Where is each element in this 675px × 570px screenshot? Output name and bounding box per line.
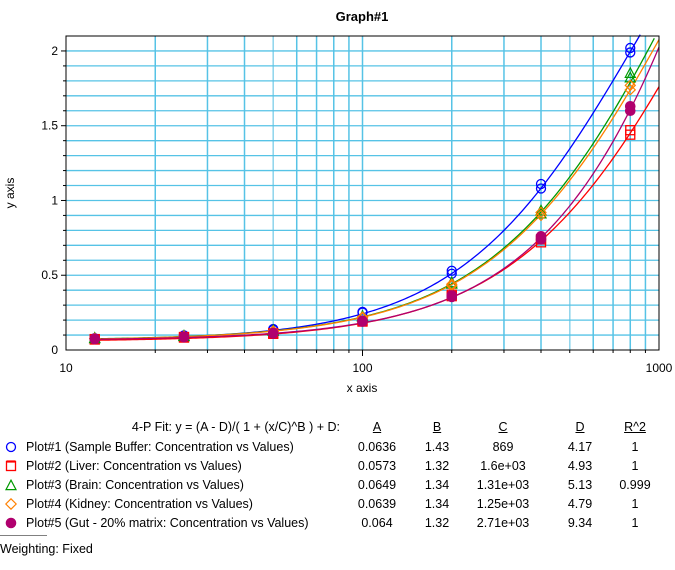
legend-label: Plot#5 (Gut - 20% matrix: Concentration … — [26, 516, 309, 530]
x-tick-label: 100 — [352, 361, 372, 375]
x-axis-label: x axis — [347, 381, 378, 395]
grid — [66, 36, 659, 350]
data-point — [446, 290, 458, 301]
value-d: 4.93 — [567, 459, 593, 473]
legend-label: Plot#1 (Sample Buffer: Concentration vs … — [26, 440, 294, 454]
y-tick-label: 0.5 — [41, 268, 58, 282]
value-b: 1.32 — [424, 459, 450, 473]
data-point — [535, 231, 547, 242]
open-square-icon — [5, 460, 17, 472]
filled-circle-icon — [5, 517, 17, 529]
open-diamond-icon — [5, 498, 17, 510]
value-c: 1.31e+03 — [476, 478, 530, 492]
value-r2: 1 — [631, 459, 639, 473]
header-b: B — [432, 420, 442, 434]
fit-curve — [94, 39, 660, 340]
value-a: 0.0639 — [357, 497, 397, 511]
data-point — [625, 42, 636, 54]
y-axis-label: y axis — [3, 178, 17, 209]
value-a: 0.0636 — [357, 440, 397, 454]
x-tick-label: 1000 — [646, 361, 673, 375]
value-b: 1.43 — [424, 440, 450, 454]
value-r2: 1 — [631, 497, 639, 511]
data-point — [535, 178, 547, 190]
value-b: 1.32 — [424, 516, 450, 530]
value-c: 2.71e+03 — [476, 516, 530, 530]
legend-header: 4-P Fit: y = (A - D)/( 1 + (x/C)^B ) + D… — [0, 418, 675, 436]
legend-row-plot1: Plot#1 (Sample Buffer: Concentration vs … — [0, 438, 675, 456]
value-a: 0.0649 — [357, 478, 397, 492]
open-circle-icon — [5, 441, 17, 453]
header-c: C — [498, 420, 508, 434]
data-point — [625, 47, 636, 58]
header-d: D — [575, 420, 585, 434]
data-point — [624, 100, 636, 112]
data-point — [89, 333, 101, 344]
axis-ticks: 10 100 1000 0 0.5 1 1.5 2 — [41, 44, 672, 375]
data-point — [624, 83, 637, 96]
legend-row-plot3: Plot#3 (Brain: Concentration vs Values) … — [0, 476, 675, 494]
data-point — [535, 183, 547, 194]
value-d: 4.17 — [567, 440, 593, 454]
value-d: 4.79 — [567, 497, 593, 511]
legend-row-plot5: Plot#5 (Gut - 20% matrix: Concentration … — [0, 514, 675, 532]
value-a: 0.0573 — [357, 459, 397, 473]
legend-label: Plot#3 (Brain: Concentration vs Values) — [26, 478, 244, 492]
data-point — [624, 79, 637, 92]
value-r2: 1 — [631, 516, 639, 530]
y-tick-label: 1.5 — [41, 119, 58, 133]
open-triangle-icon — [5, 479, 17, 491]
data-point — [624, 66, 637, 78]
header-a: A — [372, 420, 382, 434]
value-r2: 1 — [631, 440, 639, 454]
y-tick-label: 0 — [51, 343, 58, 357]
data-point — [357, 315, 368, 327]
value-c: 1.6e+03 — [480, 459, 526, 473]
data-point — [446, 265, 457, 276]
y-tick-label: 2 — [51, 44, 58, 58]
footer-divider — [0, 535, 47, 536]
header-r2: R^2 — [624, 420, 646, 434]
chart-title: Graph#1 — [336, 9, 389, 24]
data-points — [88, 42, 637, 345]
y-tick-label: 1 — [51, 193, 58, 207]
value-c: 869 — [492, 440, 514, 454]
value-c: 1.25e+03 — [476, 497, 530, 511]
legend-label: Plot#4 (Kidney: Concentration vs Values) — [26, 497, 253, 511]
legend-row-plot4: Plot#4 (Kidney: Concentration vs Values)… — [0, 495, 675, 513]
x-tick-label: 10 — [59, 361, 73, 375]
value-b: 1.34 — [424, 497, 450, 511]
legend-row-plot2: Plot#2 (Liver: Concentration vs Values) … — [0, 457, 675, 475]
value-d: 5.13 — [567, 478, 593, 492]
value-d: 9.34 — [567, 516, 593, 530]
legend-label: Plot#2 (Liver: Concentration vs Values) — [26, 459, 242, 473]
data-point — [625, 125, 636, 136]
value-a: 0.064 — [361, 516, 393, 530]
fit-curve — [94, 46, 660, 340]
weighting-note: Weighting: Fixed — [0, 542, 93, 556]
value-r2: 0.999 — [619, 478, 651, 492]
data-point — [267, 327, 279, 339]
plot-frame — [65, 35, 660, 351]
data-point — [178, 331, 190, 342]
data-point — [445, 278, 458, 291]
chart: Graph#1 10 100 1000 0 0.5 1 1.5 2 x axis y axis — [3, 9, 673, 395]
value-b: 1.34 — [424, 478, 450, 492]
fit-curve — [94, 86, 660, 341]
fit-formula: 4-P Fit: y = (A - D)/( 1 + (x/C)^B ) + D… — [131, 420, 340, 434]
data-point — [535, 206, 547, 219]
